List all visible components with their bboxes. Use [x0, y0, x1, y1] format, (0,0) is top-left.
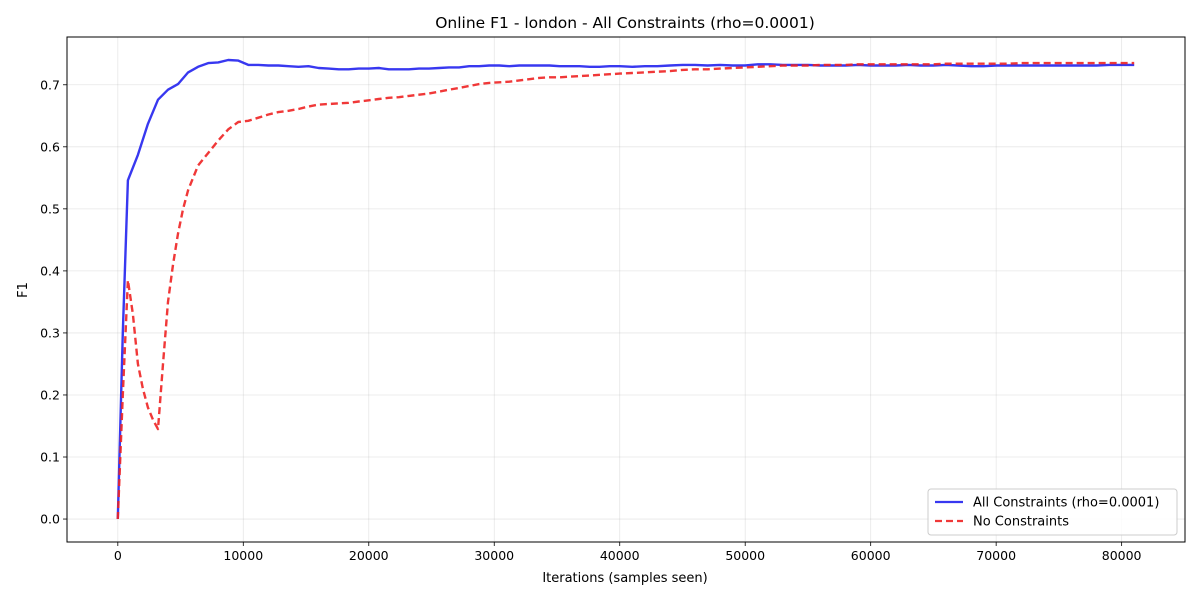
- y-tick-label: 0.4: [40, 263, 60, 278]
- y-tick-label: 0.7: [40, 77, 60, 92]
- y-tick-label: 0.6: [40, 139, 60, 154]
- x-tick-label: 30000: [474, 548, 514, 563]
- x-tick-label: 20000: [349, 548, 389, 563]
- y-tick-label: 0.3: [40, 325, 60, 340]
- x-tick-label: 10000: [223, 548, 263, 563]
- x-tick-label: 40000: [600, 548, 640, 563]
- y-axis-ticks: 0.0 0.1 0.2 0.3 0.4 0.5 0.6 0.7: [40, 77, 67, 527]
- y-tick-label: 0.0: [40, 512, 60, 527]
- chart-title: Online F1 - london - All Constraints (rh…: [435, 14, 815, 32]
- x-tick-label: 70000: [976, 548, 1016, 563]
- x-tick-label: 0: [114, 548, 122, 563]
- legend-label-no-constraints: No Constraints: [973, 515, 1069, 530]
- y-tick-label: 0.5: [40, 201, 60, 216]
- series-line-no-constraints: [116, 61, 1135, 520]
- series-line-all-constraints: [116, 58, 1135, 520]
- x-axis-label: Iterations (samples seen): [542, 571, 707, 586]
- y-axis-label: F1: [16, 282, 31, 298]
- legend-label-all-constraints: All Constraints (rho=0.0001): [973, 496, 1159, 511]
- x-tick-label: 60000: [851, 548, 891, 563]
- legend: All Constraints (rho=0.0001) No Constrai…: [927, 488, 1178, 536]
- legend-box: [927, 488, 1178, 536]
- x-tick-label: 50000: [725, 548, 765, 563]
- x-axis-ticks: 0 10000 20000 30000 40000 50000 60000 70000 8000…: [114, 542, 1142, 563]
- series-lines: [116, 58, 1135, 520]
- x-tick-label: 80000: [1102, 548, 1142, 563]
- plot-frame: [66, 36, 1186, 543]
- y-tick-label: 0.1: [40, 450, 60, 465]
- y-tick-label: 0.2: [40, 387, 60, 402]
